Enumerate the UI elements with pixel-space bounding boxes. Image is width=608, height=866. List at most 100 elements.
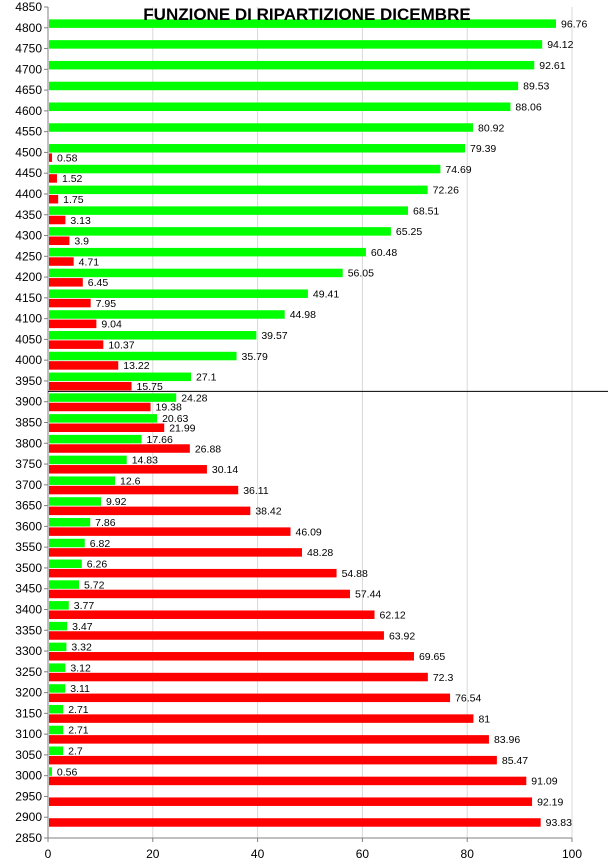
bar-red — [49, 673, 428, 682]
bar-green — [49, 289, 308, 298]
y-tick-label: 4850 — [15, 0, 42, 14]
data-label: 2.71 — [68, 725, 89, 737]
bar-green — [49, 206, 408, 215]
bar-red — [49, 361, 118, 370]
data-label: 76.54 — [455, 693, 481, 705]
data-label: 48.28 — [307, 547, 333, 559]
data-label: 0.56 — [57, 766, 78, 778]
data-label: 3.47 — [72, 621, 93, 633]
y-tick-label: 4650 — [15, 83, 42, 97]
bar-red — [49, 756, 497, 765]
y-tick-label: 4600 — [15, 104, 42, 118]
bar-green — [49, 373, 191, 382]
y-tick-label: 3600 — [15, 519, 42, 533]
bar-red — [49, 382, 132, 391]
data-label: 27.1 — [196, 372, 217, 384]
data-label: 0.58 — [57, 152, 78, 164]
data-label: 39.57 — [261, 330, 287, 342]
y-tick-label: 3100 — [15, 727, 42, 741]
y-tick-label: 2900 — [15, 810, 42, 824]
bar-red — [49, 299, 91, 308]
y-tick-label: 2850 — [15, 831, 42, 845]
y-tick-label: 2950 — [15, 789, 42, 803]
data-label: 72.3 — [433, 672, 454, 684]
data-label: 5.72 — [84, 579, 105, 591]
x-tick-label: 80 — [461, 847, 475, 861]
bar-green — [49, 186, 428, 195]
data-label: 65.25 — [396, 226, 422, 238]
data-label: 74.69 — [445, 164, 471, 176]
y-tick-label: 4400 — [15, 187, 42, 201]
x-tick-label: 60 — [356, 847, 370, 861]
data-label: 19.38 — [156, 402, 182, 414]
y-tick-label: 4800 — [15, 21, 42, 35]
bar-green — [49, 269, 343, 278]
bar-red — [49, 548, 302, 557]
data-label: 92.19 — [537, 796, 563, 808]
y-tick-label: 3150 — [15, 706, 42, 720]
bar-red — [49, 278, 83, 287]
data-label: 3.11 — [70, 683, 90, 695]
data-label: 3.12 — [70, 662, 91, 674]
data-label: 69.65 — [419, 651, 445, 663]
y-tick-label: 4250 — [15, 249, 42, 263]
data-label: 4.71 — [79, 256, 100, 268]
y-tick-label: 4700 — [15, 62, 42, 76]
y-tick-label: 3850 — [15, 416, 42, 430]
data-label: 30.14 — [212, 464, 238, 476]
data-label: 56.05 — [348, 268, 374, 280]
y-tick-label: 3900 — [15, 395, 42, 409]
data-label: 93.83 — [546, 817, 572, 829]
bar-green — [49, 248, 366, 257]
bar-green — [49, 705, 63, 714]
bar-green — [49, 414, 157, 423]
y-tick-label: 3650 — [15, 499, 42, 513]
data-label: 83.96 — [494, 734, 520, 746]
bar-green — [49, 684, 65, 693]
bar-green — [49, 747, 63, 756]
bar-green — [49, 601, 69, 610]
y-tick-label: 4000 — [15, 353, 42, 367]
x-tick-label: 20 — [146, 847, 160, 861]
bar-layer — [49, 19, 556, 826]
y-tick-label: 4100 — [15, 312, 42, 326]
data-label: 68.51 — [413, 205, 439, 217]
data-label: 10.37 — [108, 339, 134, 351]
bar-red — [49, 465, 207, 474]
x-tick-label: 100 — [562, 847, 582, 861]
data-label: 2.71 — [68, 704, 89, 716]
data-label: 63.92 — [389, 630, 415, 642]
data-label: 81 — [478, 713, 490, 725]
bar-red — [49, 694, 450, 703]
bar-green — [49, 497, 101, 506]
data-label: 49.41 — [313, 288, 339, 300]
bar-red — [49, 486, 238, 495]
bar-red — [49, 257, 74, 266]
bar-green — [49, 726, 63, 735]
y-tick-label: 3800 — [15, 436, 42, 450]
data-label: 9.92 — [106, 496, 127, 508]
y-tick-label: 3200 — [15, 686, 42, 700]
bar-red — [49, 195, 58, 204]
bar-red — [49, 403, 151, 412]
bar-green — [49, 227, 391, 236]
data-label: 62.12 — [380, 609, 406, 621]
data-label: 1.75 — [63, 194, 84, 206]
y-tick-label: 3050 — [15, 748, 42, 762]
data-label: 46.09 — [296, 526, 322, 538]
bar-red — [49, 507, 250, 515]
data-label: 3.9 — [74, 236, 89, 248]
bar-red — [49, 424, 164, 433]
bar-green — [49, 165, 440, 174]
data-label: 17.66 — [147, 434, 173, 446]
data-label: 96.76 — [561, 18, 587, 30]
y-tick-label: 3450 — [15, 582, 42, 596]
bar-green — [49, 123, 473, 132]
data-label: 38.42 — [255, 506, 281, 518]
bar-green — [49, 40, 542, 49]
bar-red — [49, 340, 103, 349]
bar-red — [49, 818, 541, 827]
bar-red — [49, 714, 473, 723]
y-tick-label: 4450 — [15, 166, 42, 180]
y-tick-label: 4500 — [15, 145, 42, 159]
